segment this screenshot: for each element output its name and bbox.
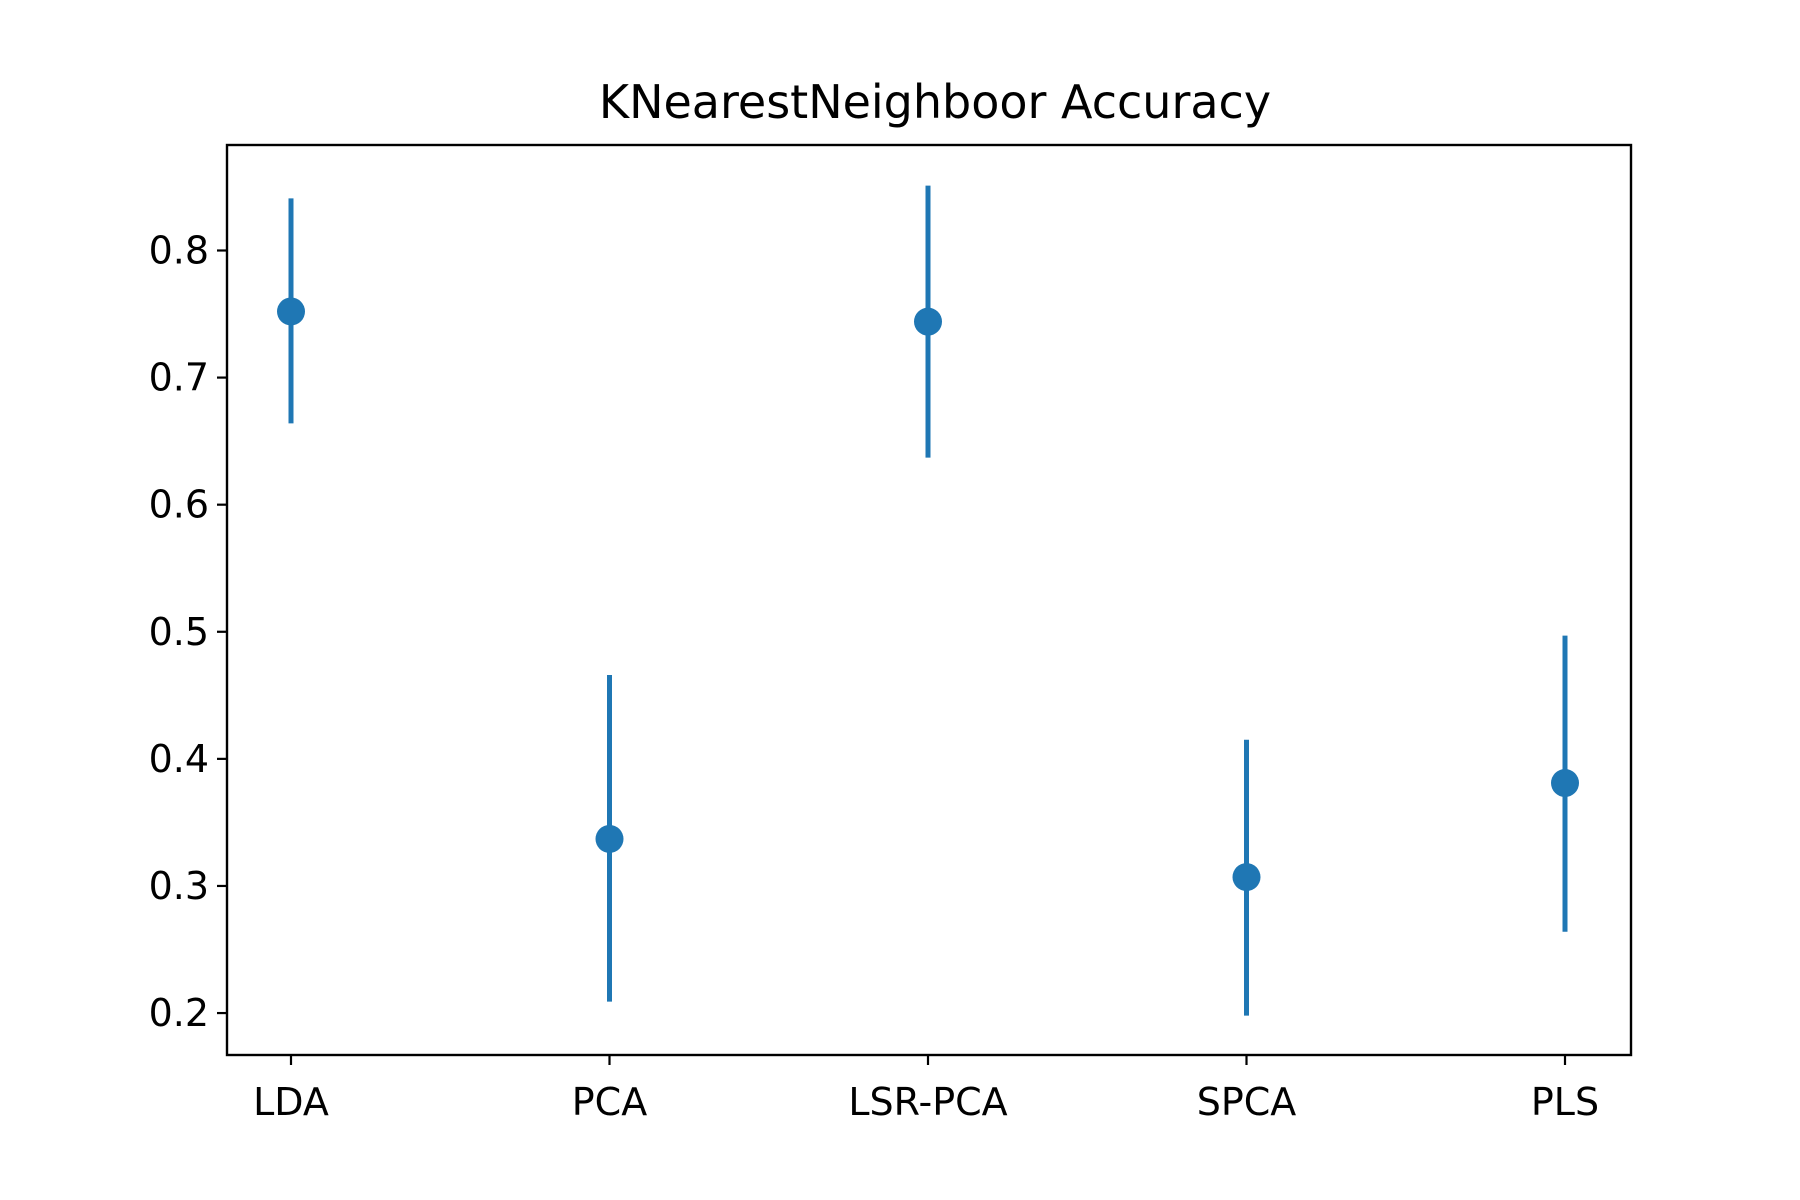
- x-tick-label: PLS: [1531, 1080, 1599, 1124]
- y-tick-label: 0.3: [149, 864, 209, 908]
- x-axis: LDA PCA LSR-PCA SPCA PLS: [253, 1055, 1599, 1124]
- x-tick-label: LDA: [253, 1080, 329, 1124]
- x-tick-label: LSR-PCA: [848, 1080, 1007, 1124]
- data-point-spca: [1232, 863, 1261, 892]
- y-tick-label: 0.6: [149, 483, 209, 527]
- y-tick-label: 0.4: [149, 737, 209, 781]
- y-tick-label: 0.8: [149, 228, 209, 272]
- x-tick-label: SPCA: [1197, 1080, 1297, 1124]
- x-tick-label: PCA: [572, 1080, 647, 1124]
- y-tick-label: 0.5: [149, 610, 209, 654]
- y-tick-label: 0.7: [149, 356, 209, 400]
- data-point-pls: [1551, 769, 1579, 798]
- data-marks: [277, 185, 1579, 1016]
- chart-title: KNearestNeighboor Accuracy: [599, 75, 1271, 129]
- data-point-lsr-pca: [914, 307, 942, 336]
- y-tick-label: 0.2: [149, 991, 209, 1035]
- data-point-pca: [595, 824, 624, 853]
- data-point-lda: [277, 297, 305, 326]
- y-axis: 0.2 0.3 0.4 0.5 0.6 0.7 0.8: [149, 228, 227, 1035]
